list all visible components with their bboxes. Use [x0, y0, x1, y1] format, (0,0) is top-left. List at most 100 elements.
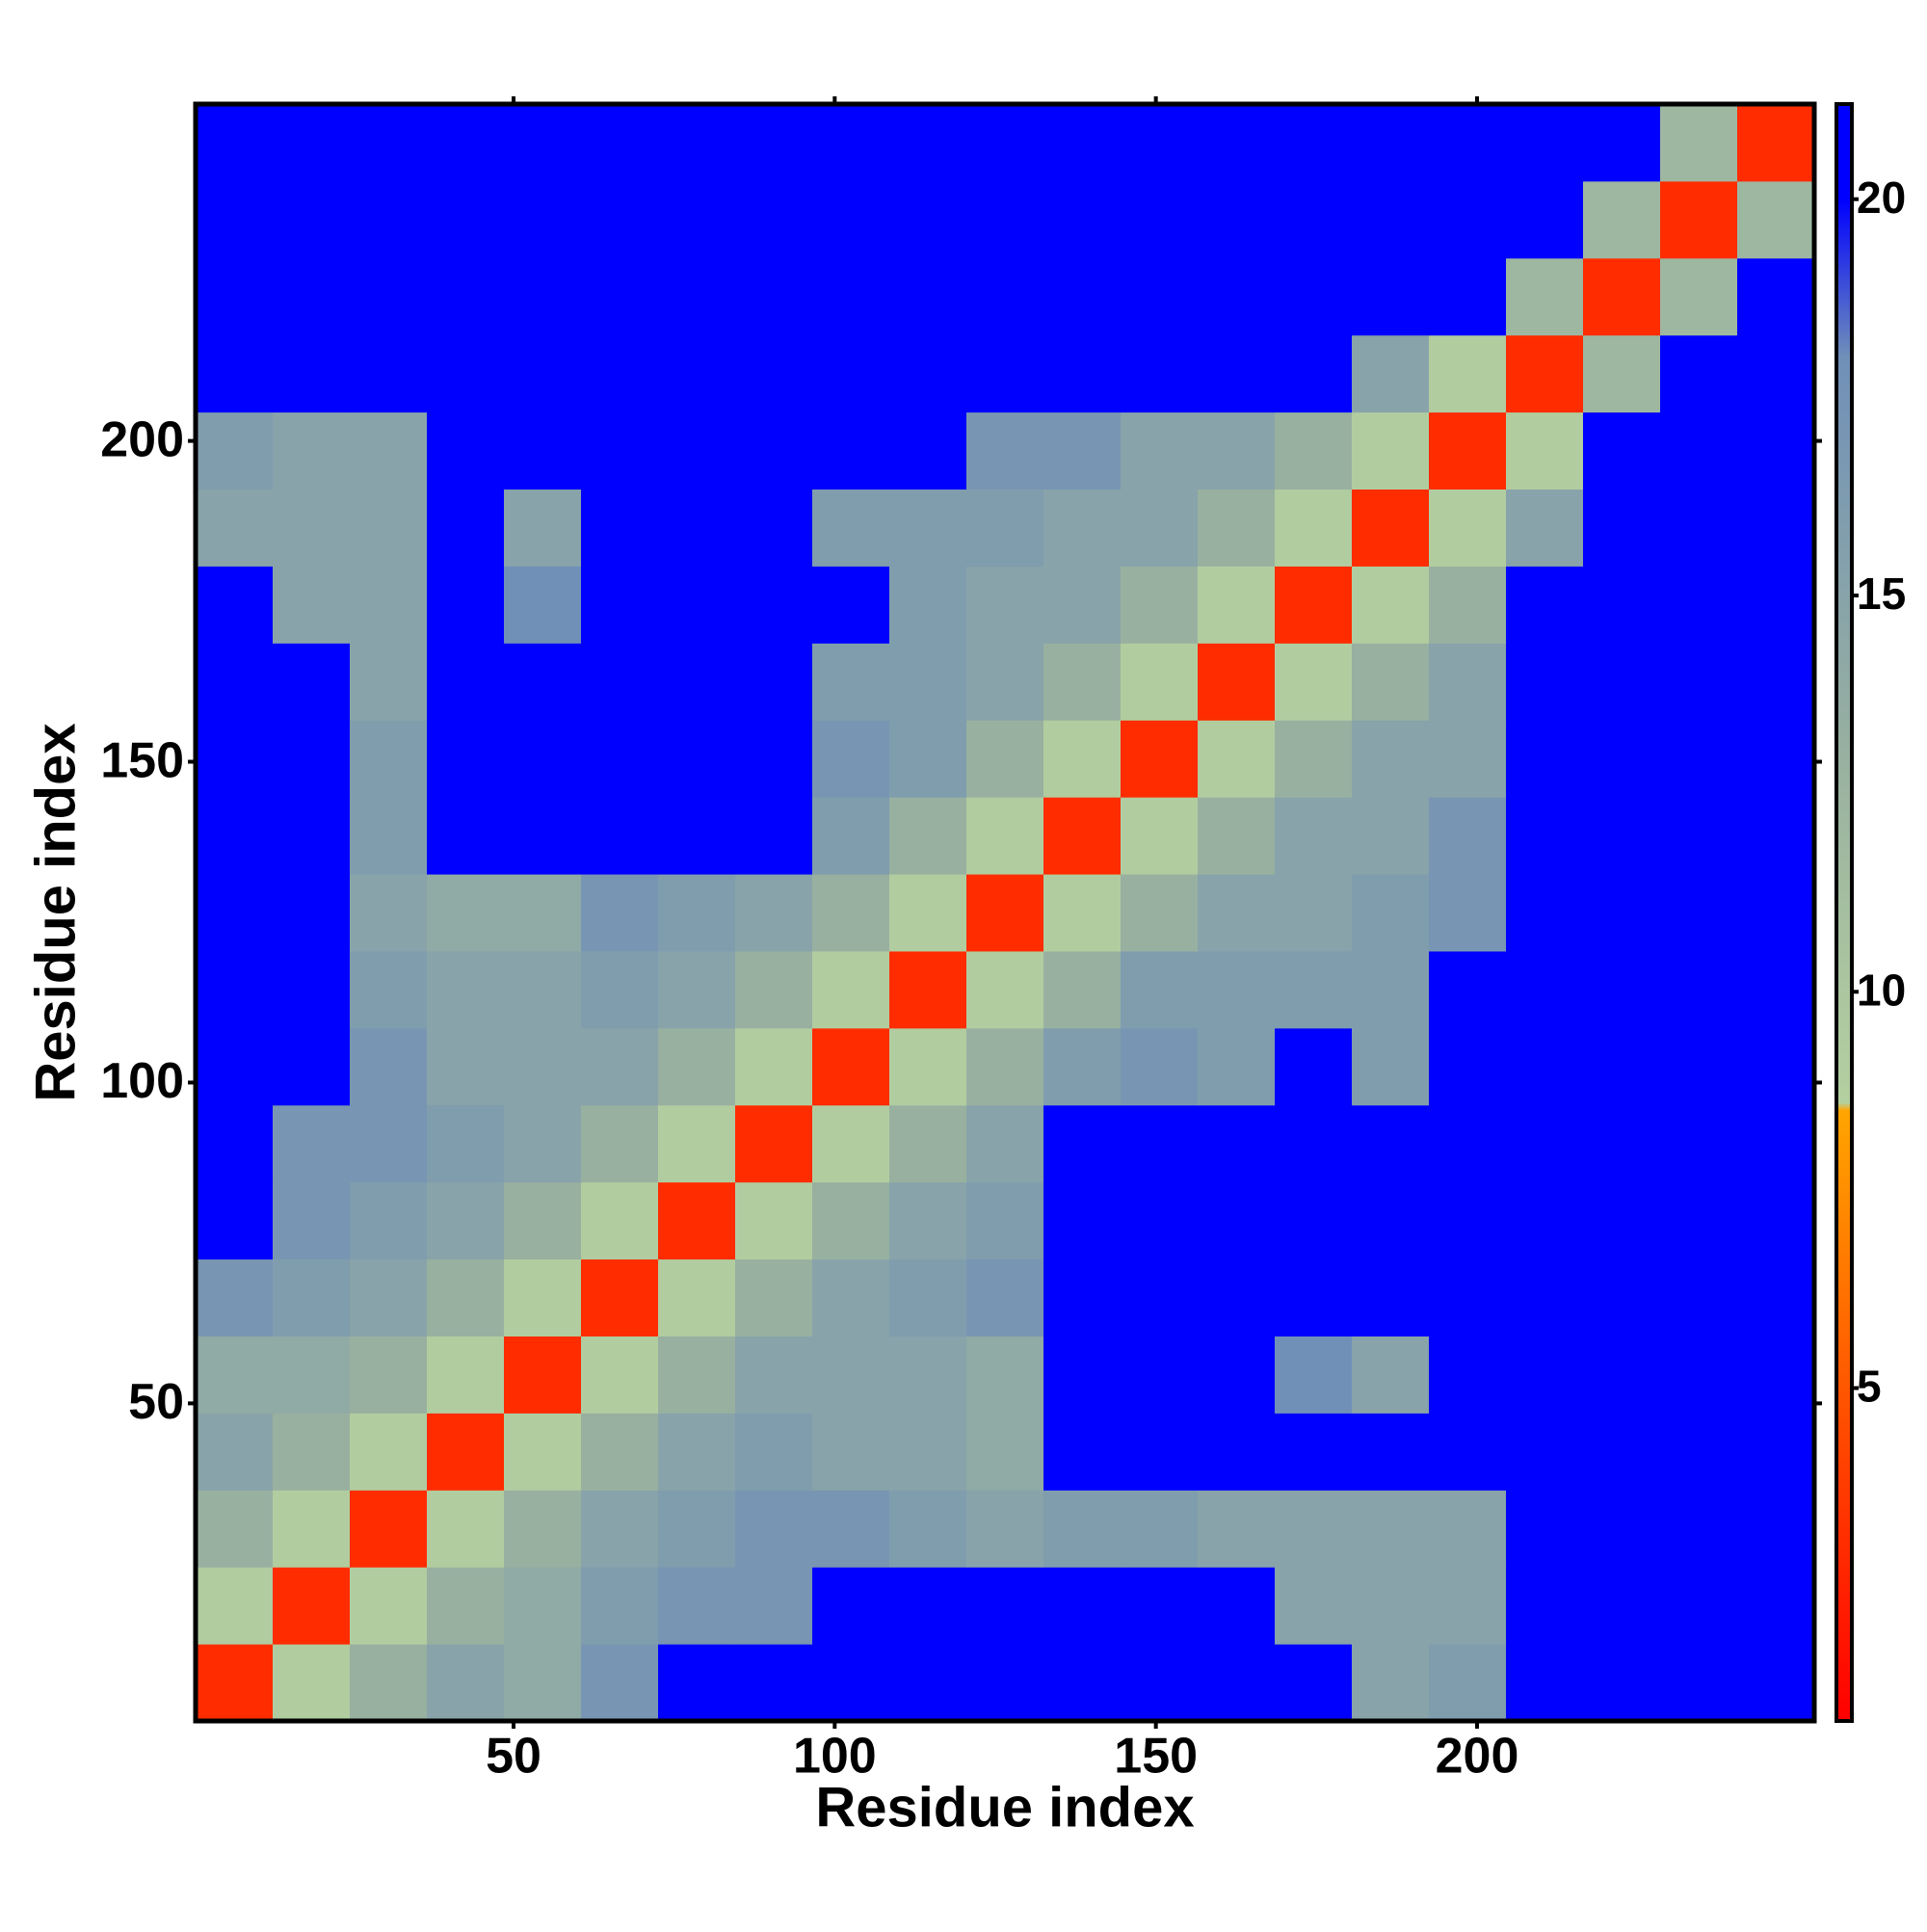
heatmap-cell: [812, 180, 890, 259]
heatmap-cell: [889, 411, 967, 490]
heatmap-cell: [350, 1181, 428, 1260]
heatmap-cell: [504, 489, 582, 567]
heatmap-cell: [889, 489, 967, 567]
heatmap-cell: [1506, 1567, 1584, 1645]
heatmap-cell: [966, 950, 1044, 1029]
heatmap-cell: [581, 489, 659, 567]
heatmap-cell: [735, 104, 813, 182]
heatmap-cell: [1352, 1567, 1430, 1645]
heatmap-cell: [966, 1567, 1044, 1645]
heatmap-cell: [658, 720, 736, 798]
heatmap-cell: [1043, 489, 1122, 567]
heatmap-cell: [1506, 566, 1584, 644]
heatmap-cell: [1506, 1181, 1584, 1260]
heatmap-cell: [1121, 489, 1199, 567]
heatmap-cell: [812, 1490, 890, 1568]
heatmap-cell: [1660, 104, 1738, 182]
heatmap-cell: [1198, 411, 1276, 490]
heatmap-cell: [812, 411, 890, 490]
heatmap-cell: [427, 1413, 505, 1491]
heatmap-cell: [1198, 489, 1276, 567]
heatmap-cell: [1429, 1181, 1507, 1260]
heatmap-cell: [966, 1258, 1044, 1337]
heatmap-cell: [427, 489, 505, 567]
heatmap-cell: [1198, 874, 1276, 952]
heatmap-cell: [966, 257, 1044, 336]
colorbar-tick-label: 20: [1857, 172, 1906, 223]
heatmap-cell: [427, 643, 505, 721]
heatmap-cell: [1198, 1027, 1276, 1106]
heatmap-cell: [1352, 566, 1430, 644]
heatmap-cell: [427, 1027, 505, 1106]
heatmap-cell: [1121, 334, 1199, 413]
heatmap-cell: [504, 334, 582, 413]
heatmap-cell: [1352, 257, 1430, 336]
heatmap-cell: [1737, 874, 1815, 952]
heatmap-cell: [1660, 643, 1738, 721]
heatmap-cell: [1737, 180, 1815, 259]
heatmap-cell: [966, 1181, 1044, 1260]
heatmap-cell: [1429, 104, 1507, 182]
heatmap-cell: [581, 797, 659, 875]
heatmap-cell: [581, 1336, 659, 1414]
heatmap-cell: [581, 566, 659, 644]
heatmap-cell: [889, 1644, 967, 1722]
heatmap-cell: [1429, 489, 1507, 567]
heatmap-cell: [1043, 566, 1122, 644]
heatmap-cell: [735, 643, 813, 721]
heatmap-cell: [504, 1258, 582, 1337]
heatmap-cell: [1198, 566, 1276, 644]
heatmap-cell: [1043, 1644, 1122, 1722]
heatmap-cell: [1043, 1567, 1122, 1645]
heatmap-cell: [1583, 1413, 1661, 1491]
heatmap-cell: [658, 257, 736, 336]
heatmap-cell: [196, 797, 274, 875]
heatmap-cell: [658, 1181, 736, 1260]
heatmap-cell: [658, 1258, 736, 1337]
x-axis-title: Residue index: [815, 1776, 1194, 1839]
heatmap-cell: [1506, 950, 1584, 1029]
heatmap-cell: [1275, 1027, 1353, 1106]
heatmap-cell: [196, 643, 274, 721]
heatmap-cell: [1121, 1258, 1199, 1337]
heatmap-cell: [273, 1027, 351, 1106]
heatmap-cell: [1043, 180, 1122, 259]
heatmap-cell: [1352, 411, 1430, 490]
heatmap-cell: [273, 1336, 351, 1414]
plot-frame: [193, 101, 1817, 1724]
heatmap-cell: [427, 1567, 505, 1645]
heatmap-cell: [735, 180, 813, 259]
heatmap-cell: [350, 334, 428, 413]
heatmap-cell: [273, 1567, 351, 1645]
heatmap-cell: [1737, 1104, 1815, 1183]
heatmap-cell: [966, 1644, 1044, 1722]
heatmap-cell: [812, 1413, 890, 1491]
heatmap-cell: [1352, 1336, 1430, 1414]
heatmap-cell: [1583, 566, 1661, 644]
heatmap-cell: [889, 334, 967, 413]
heatmap-cell: [1506, 104, 1584, 182]
heatmap-cell: [812, 797, 890, 875]
heatmap-cell: [1275, 1336, 1353, 1414]
heatmap-cell: [581, 643, 659, 721]
heatmap-cell: [1737, 797, 1815, 875]
heatmap-cell: [1275, 1490, 1353, 1568]
heatmap-cell: [812, 104, 890, 182]
heatmap-cell: [1660, 797, 1738, 875]
heatmap-cell: [1275, 104, 1353, 182]
heatmap-cell: [1429, 180, 1507, 259]
heatmap-cell: [1506, 1490, 1584, 1568]
heatmap-cell: [1506, 874, 1584, 952]
heatmap-cell: [1429, 1490, 1507, 1568]
heatmap-cell: [966, 1490, 1044, 1568]
heatmap-cell: [1198, 1336, 1276, 1414]
heatmap-cell: [889, 950, 967, 1029]
heatmap-cell: [1583, 1490, 1661, 1568]
heatmap-cell: [1275, 1567, 1353, 1645]
heatmap-cell: [1352, 797, 1430, 875]
heatmap-cell: [1043, 1336, 1122, 1414]
heatmap-cell: [504, 180, 582, 259]
heatmap-cell: [1121, 643, 1199, 721]
heatmap-cell: [889, 566, 967, 644]
heatmap-cell: [1043, 797, 1122, 875]
